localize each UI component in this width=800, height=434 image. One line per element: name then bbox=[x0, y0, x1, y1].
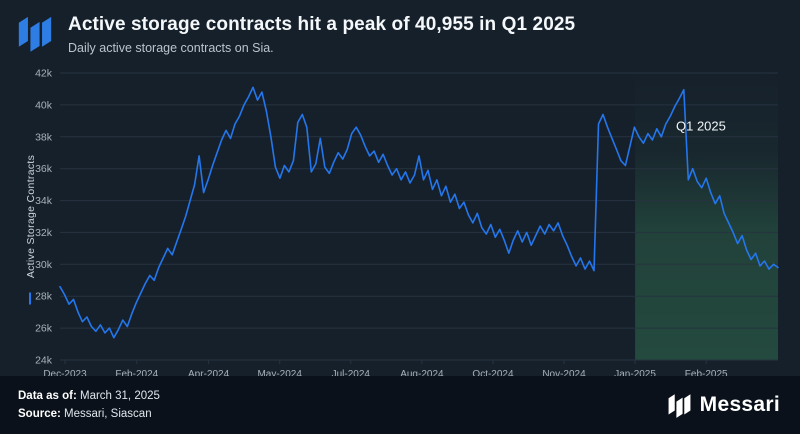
x-tick-label: Dec-2023 bbox=[43, 369, 87, 376]
x-tick-label: Nov-2024 bbox=[542, 369, 586, 376]
x-tick-label: Oct-2024 bbox=[472, 369, 514, 376]
x-tick-label: Jan-2025 bbox=[614, 369, 656, 376]
y-tick-label: 30k bbox=[35, 259, 53, 271]
y-tick-label: 24k bbox=[35, 355, 53, 367]
x-tick-label: Aug-2024 bbox=[400, 369, 444, 376]
source-line: Source: Messari, Siascan bbox=[18, 405, 160, 423]
source-value: Messari, Siascan bbox=[64, 408, 152, 420]
q1-2025-annotation: Q1 2025 bbox=[676, 118, 726, 133]
data-as-of-line: Data as of: March 31, 2025 bbox=[18, 387, 160, 405]
source-label: Source: bbox=[18, 408, 61, 420]
header: Active storage contracts hit a peak of 4… bbox=[0, 0, 800, 64]
data-as-of-label: Data as of: bbox=[18, 389, 77, 402]
y-axis-title: Active Storage Contracts bbox=[25, 155, 37, 278]
footer: Data as of: March 31, 2025 Source: Messa… bbox=[0, 376, 800, 434]
y-tick-label: 38k bbox=[35, 131, 53, 143]
y-tick-label: 34k bbox=[35, 195, 53, 207]
page-title: Active storage contracts hit a peak of 4… bbox=[68, 14, 576, 35]
q1-highlight-region bbox=[635, 73, 778, 360]
messari-footer-logo-icon bbox=[668, 393, 691, 418]
line-chart: 24k 26k 28k 30k 32k 34k 36k 38k 40k 42k Dec-2023 Fe… bbox=[25, 68, 779, 376]
x-tick-label: May-2024 bbox=[257, 369, 302, 376]
data-as-of-value: March 31, 2025 bbox=[80, 389, 160, 402]
messari-logo-icon bbox=[18, 16, 52, 52]
x-tick-label: Feb-2025 bbox=[685, 369, 728, 376]
y-tick-label: 32k bbox=[35, 227, 53, 239]
y-axis-title-group: Active Storage Contracts bbox=[25, 155, 37, 305]
x-tick-label: Jul-2024 bbox=[332, 369, 371, 376]
page-subtitle: Daily active storage contracts on Sia. bbox=[68, 41, 274, 55]
chart-area: 24k 26k 28k 30k 32k 34k 36k 38k 40k 42k Dec-2023 Fe… bbox=[0, 64, 800, 376]
y-tick-label: 42k bbox=[35, 68, 53, 80]
footer-meta: Data as of: March 31, 2025 Source: Messa… bbox=[18, 387, 160, 424]
y-tick-label: 40k bbox=[35, 99, 53, 111]
y-tick-label: 26k bbox=[35, 323, 53, 335]
brand-name: Messari bbox=[699, 393, 780, 416]
y-tick-label: 36k bbox=[35, 163, 53, 175]
x-tick-label: Apr-2024 bbox=[188, 369, 230, 376]
brand: Messari bbox=[668, 393, 782, 418]
header-text: Active storage contracts hit a peak of 4… bbox=[68, 14, 575, 55]
series-line bbox=[59, 86, 779, 339]
y-tick-label: 28k bbox=[35, 291, 53, 303]
x-tick-label: Feb-2024 bbox=[115, 369, 158, 376]
